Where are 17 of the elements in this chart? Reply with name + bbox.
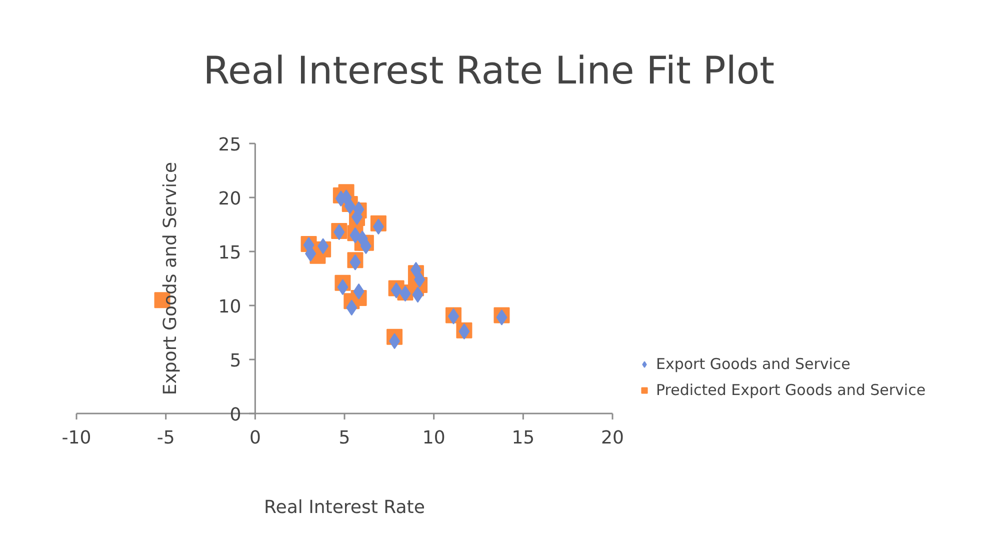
- chart-title: Real Interest Rate Line Fit Plot: [203, 48, 775, 92]
- legend-label: Export Goods and Service: [656, 355, 850, 373]
- y-tick-label: 5: [230, 350, 242, 372]
- y-tick-label: 10: [218, 296, 242, 318]
- y-tick-label: 25: [218, 134, 242, 156]
- x-tick-label: 0: [249, 428, 261, 448]
- x-tick-label: 15: [512, 428, 535, 448]
- x-tick-label: 10: [422, 428, 446, 448]
- y-axis-title: Export Goods and Service: [160, 162, 181, 396]
- y-tick-label: 15: [218, 242, 242, 264]
- x-tick-label: 20: [601, 428, 624, 448]
- y-tick-label: 20: [218, 188, 242, 210]
- x-tick-label: 5: [338, 428, 350, 448]
- x-tick-label: -10: [62, 428, 92, 448]
- x-axis-title: Real Interest Rate: [264, 497, 425, 518]
- x-tick-label: -5: [156, 428, 175, 448]
- legend-label: Predicted Export Goods and Service: [656, 381, 926, 399]
